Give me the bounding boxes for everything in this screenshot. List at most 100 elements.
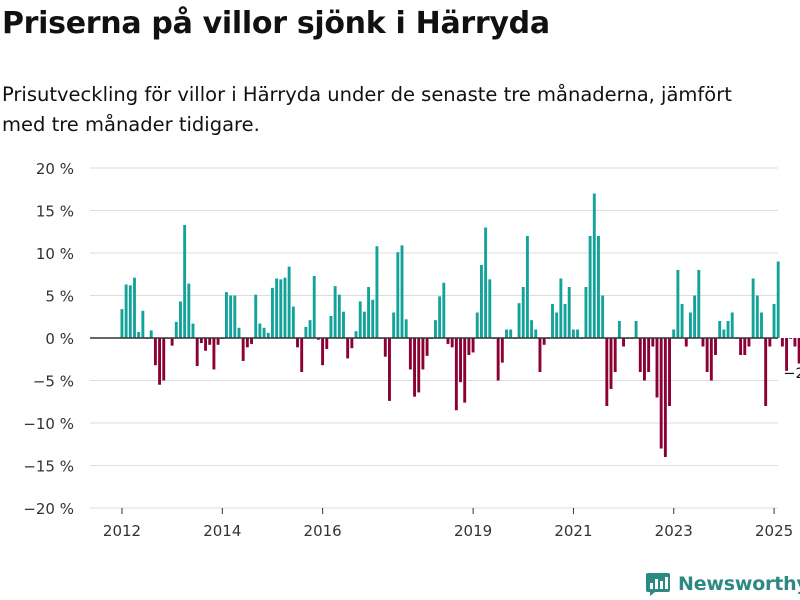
bar <box>747 338 751 347</box>
bar <box>517 303 521 338</box>
bar <box>442 282 446 338</box>
bar <box>780 338 784 347</box>
bar <box>697 270 701 338</box>
bar <box>128 285 132 338</box>
bar <box>124 284 128 338</box>
bar <box>668 338 671 406</box>
bar <box>776 261 780 338</box>
bar <box>488 279 492 338</box>
bar <box>375 246 379 338</box>
bar <box>333 286 337 338</box>
bars <box>120 193 800 457</box>
bar <box>688 312 692 338</box>
bar <box>417 338 421 393</box>
bar <box>245 338 249 348</box>
bar <box>509 329 513 338</box>
bar <box>183 224 187 338</box>
bar <box>133 277 136 338</box>
bar <box>571 329 575 338</box>
bar <box>350 338 354 349</box>
bar <box>755 295 759 338</box>
bar <box>137 332 141 338</box>
bar <box>367 287 371 338</box>
bar <box>567 287 571 338</box>
y-tick-label: −5 % <box>33 373 74 391</box>
bar <box>300 338 304 372</box>
bar <box>237 327 241 338</box>
bar <box>613 338 617 372</box>
y-tick-label: 15 % <box>36 203 74 221</box>
bar <box>404 319 408 338</box>
bar <box>714 338 717 355</box>
bar <box>325 338 329 350</box>
bar <box>371 299 375 338</box>
bar <box>521 287 525 338</box>
newsworthy-logo-icon <box>646 573 670 596</box>
bar <box>672 329 676 338</box>
bar <box>141 310 145 338</box>
bar <box>120 309 124 338</box>
bar <box>797 338 800 364</box>
bar <box>153 338 157 366</box>
bar <box>362 311 366 338</box>
bar <box>316 338 320 340</box>
bar <box>450 338 454 348</box>
bar <box>659 338 663 449</box>
bar <box>459 338 462 383</box>
bar <box>388 338 391 401</box>
bar <box>622 338 625 347</box>
y-tick-label: −20 % <box>23 500 74 518</box>
bar <box>739 338 743 355</box>
bar <box>358 301 362 338</box>
bar <box>743 338 747 355</box>
bar <box>421 338 425 370</box>
bar <box>212 338 216 370</box>
bar <box>496 338 500 381</box>
bar <box>446 338 450 344</box>
bar <box>693 295 697 338</box>
bar <box>296 338 299 348</box>
bar <box>425 338 429 356</box>
bar <box>266 332 270 338</box>
bar <box>588 236 592 338</box>
bar <box>342 311 345 338</box>
y-tick-label: 20 % <box>36 160 74 178</box>
bar <box>555 312 559 338</box>
bar <box>208 338 212 345</box>
bar <box>241 338 245 361</box>
bar <box>534 329 538 338</box>
bar <box>174 321 178 338</box>
bar <box>229 295 233 338</box>
grid-lines <box>90 167 778 509</box>
bar <box>270 287 274 338</box>
x-axis-tick-labels: 2012 2014 2016 2019 2021 2023 2025 <box>103 508 793 540</box>
bar <box>258 323 262 338</box>
bar <box>768 338 772 347</box>
bar <box>500 338 504 363</box>
bar <box>676 270 680 338</box>
bar <box>329 315 333 338</box>
y-tick-label: 0 % <box>45 330 74 348</box>
bar <box>308 320 312 338</box>
bar <box>287 266 291 338</box>
bar <box>396 252 400 338</box>
bar <box>484 227 488 338</box>
bar <box>505 329 508 338</box>
bar <box>216 338 220 345</box>
x-tick-label: 2019 <box>454 522 492 540</box>
newsworthy-logo-text: Newsworthy <box>678 573 800 595</box>
y-axis-tick-labels: 20 % 15 % 10 % 5 % 0 % −5 % −10 % −15 % −20 % <box>23 160 74 518</box>
bar <box>709 338 713 381</box>
bar <box>730 312 734 338</box>
bar <box>530 320 534 338</box>
bar <box>254 294 258 338</box>
bar <box>563 304 567 338</box>
bar <box>283 277 287 338</box>
bar <box>638 338 642 372</box>
bar <box>538 338 542 372</box>
bar <box>195 338 199 367</box>
bar <box>321 338 325 366</box>
bar <box>191 323 195 338</box>
y-tick-label: 5 % <box>45 288 74 306</box>
y-tick-label: −10 % <box>23 415 74 433</box>
